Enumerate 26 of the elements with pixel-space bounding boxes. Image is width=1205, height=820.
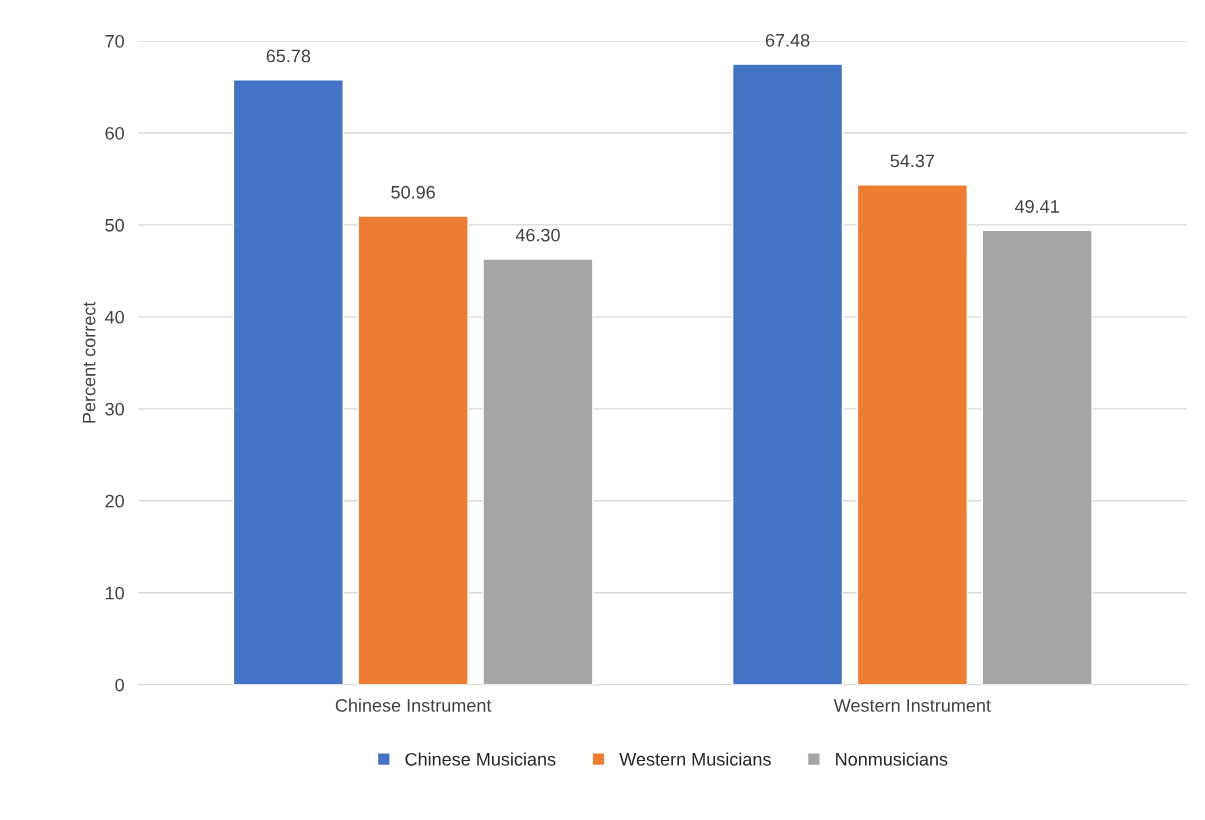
x-tick-label: Chinese Instrument: [335, 698, 492, 712]
data-label: 46.30: [515, 228, 560, 242]
y-tick-label: 0: [115, 678, 124, 692]
data-label: 50.96: [391, 185, 435, 199]
x-tick-label: Western Instrument: [833, 699, 991, 712]
y-tick-label: 50: [105, 218, 124, 232]
y-tick-label: 10: [105, 586, 124, 600]
bar: [856, 184, 968, 685]
legend-label: Western Musicians: [619, 752, 771, 766]
data-label: 67.48: [765, 33, 810, 47]
y-tick-label: 30: [105, 402, 124, 416]
data-label: 54.37: [890, 154, 935, 168]
y-tick-label: 60: [105, 126, 124, 140]
y-tick-label: 40: [105, 310, 124, 324]
data-label: 65.78: [266, 49, 311, 63]
bar: [232, 79, 344, 685]
legend-label: Nonmusicians: [836, 752, 948, 766]
data-label: 49.41: [1014, 200, 1059, 213]
bar: [357, 215, 469, 685]
y-tick-label: 70: [105, 34, 124, 48]
bar: [731, 63, 844, 685]
bar: [981, 229, 1093, 685]
bar: [482, 258, 594, 685]
y-tick-label: 20: [105, 494, 124, 508]
legend-label: Chinese Musicians: [405, 752, 556, 766]
y-axis-title: Percent correct: [82, 301, 96, 423]
